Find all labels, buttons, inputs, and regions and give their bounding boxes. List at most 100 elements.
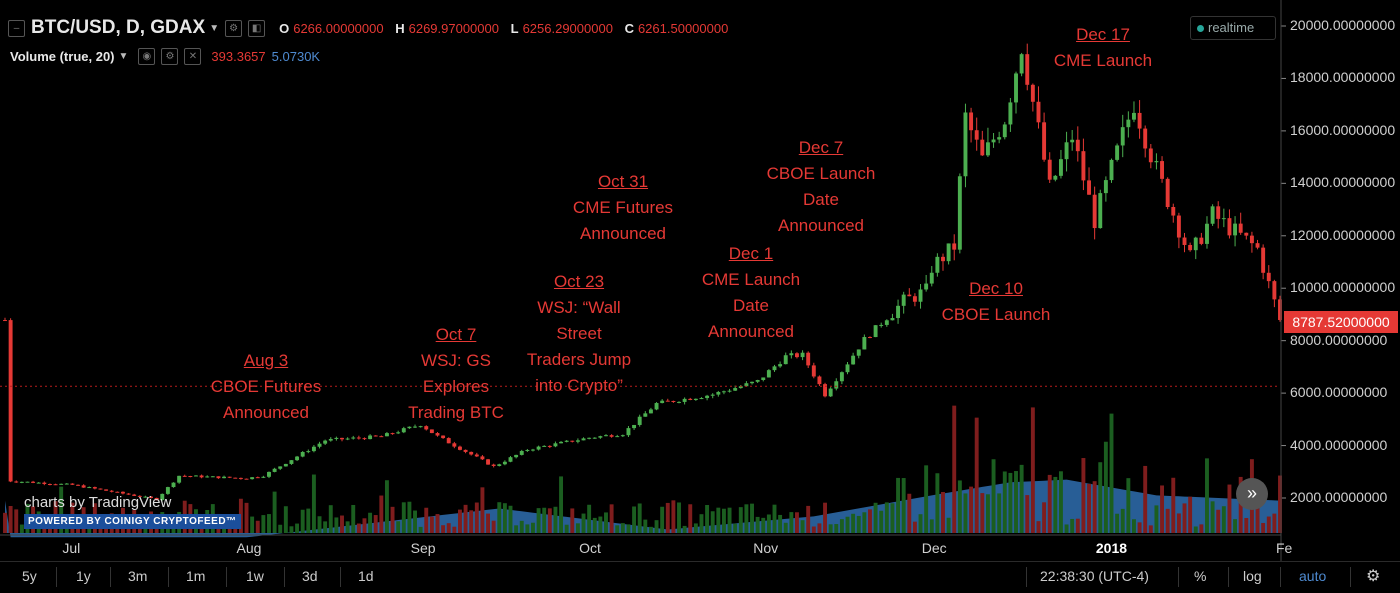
volume-bar [604,512,608,533]
candle-body [1188,244,1193,251]
candle-body [1249,235,1254,244]
volume-bar [1070,518,1075,533]
volume-bar [559,476,564,533]
volume-bar [783,522,788,533]
price-tick-label: 12000.00000000 [1290,226,1396,243]
volume-bar [1075,518,1080,533]
volume-bar [817,523,822,533]
volume-bar [778,514,783,533]
candle-body [907,294,912,297]
candle-body [373,435,378,437]
candle-body [1137,112,1142,129]
volume-bar [463,504,468,533]
candle-body [300,451,305,457]
candle-body [626,428,631,436]
volume-bar [693,523,698,533]
volume-bar [401,502,406,533]
range-3d[interactable]: 3d [302,568,318,584]
log-toggle[interactable]: log [1243,568,1262,584]
candle-body [890,318,895,321]
candle-body [452,443,457,447]
volume-bar [497,502,502,533]
candle-body [92,487,97,489]
auto-toggle[interactable]: auto [1299,568,1327,584]
volume-bar [469,510,474,533]
format-icon[interactable]: ◧ [248,19,266,37]
candle-body [1103,180,1108,194]
clock[interactable]: 22:38:30 (UTC-4) [1040,568,1149,584]
volume-bar [1132,519,1136,533]
volume-bar [1098,462,1103,533]
volume-bar [637,503,642,533]
volume-bar [1272,513,1277,533]
range-1y[interactable]: 1y [76,568,91,584]
candle-body [643,413,648,417]
candle-body [929,272,934,284]
candle-body [311,446,316,452]
symbol-title[interactable]: BTC/USD, D, GDAX [31,17,206,38]
volume-bar [1210,501,1215,533]
collapse-icon[interactable]: – [8,19,25,37]
eye-icon[interactable]: ◉ [138,48,156,65]
settings-icon[interactable]: ⚙ [225,19,243,37]
candle-body [570,440,575,442]
volume-bar [390,506,395,533]
candle-body [323,440,328,444]
range-1d[interactable]: 1d [358,568,374,584]
range-1w[interactable]: 1w [246,568,264,584]
tradingview-watermark[interactable]: charts by TradingView [24,494,172,511]
coinigy-badge[interactable]: POWERED BY COINIGY CRYPTOFEED™ [24,514,241,529]
volume-bar [1014,471,1018,533]
candle-body [1171,207,1176,216]
volume-bar [255,520,260,533]
volume-bar [1261,522,1266,533]
candle-body [648,409,653,414]
candle-body [104,489,109,491]
volume-bar [1120,508,1125,533]
candle-body [435,433,440,436]
annotation-dec10: Dec 10 CBOE Launch [941,279,1051,324]
range-3m[interactable]: 3m [128,568,148,584]
candle-body [1025,54,1030,85]
volume-bar [1193,526,1198,533]
volume-bar [643,519,648,533]
volume-bar [8,506,13,533]
candle-body [1081,151,1086,181]
candle-body [149,496,153,498]
volume-bar [615,525,620,533]
range-5y[interactable]: 5y [22,568,37,584]
volume-bar [868,509,872,533]
volume-bar [772,504,777,533]
scroll-to-realtime-button[interactable]: » [1236,478,1268,510]
candle-body [351,437,356,439]
percent-toggle[interactable]: % [1194,568,1207,584]
volume-bar [873,502,878,533]
volume-bar [592,517,597,533]
volume-bar [373,515,378,533]
settings-icon[interactable]: ⚙ [1366,568,1381,585]
volume-bar [918,514,923,533]
range-1m[interactable]: 1m [186,568,206,584]
volume-bar [761,517,766,533]
volume-bar [1126,478,1131,533]
volume-bar [1030,407,1035,533]
volume-bar [261,515,266,533]
volume-bar [688,504,693,533]
candle-body [547,445,552,447]
volume-bar [154,526,159,533]
candle-body [227,476,232,478]
realtime-badge: realtime [1190,16,1276,40]
volume-bar [1109,413,1114,533]
chevron-down-icon[interactable]: ▼ [118,51,129,62]
candle-body [1030,84,1035,102]
volume-bar [1278,475,1282,533]
chevron-down-icon[interactable]: ▼ [209,22,220,34]
candle-body [946,243,951,262]
volume-bar [1154,505,1159,533]
settings-icon[interactable]: ⚙ [161,48,179,65]
candle-body [733,388,738,391]
candle-body [1176,215,1181,238]
volume-label[interactable]: Volume (true, 20) [10,49,115,64]
close-icon[interactable]: ✕ [184,48,202,65]
price-tick-label: 10000.00000000 [1290,279,1396,296]
